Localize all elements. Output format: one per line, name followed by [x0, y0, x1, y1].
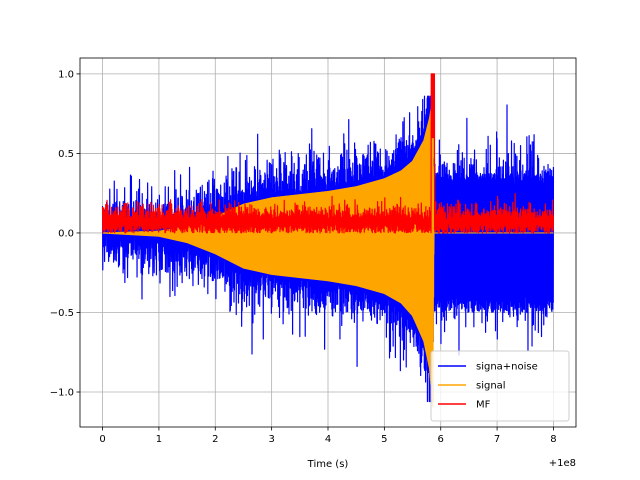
x-axis-label: Time (s): [307, 459, 349, 470]
axis-ticks: 0 1 2 3 4 5 6 7 8 −1.0 −0.5 0.0 0.5 1.0: [50, 69, 557, 445]
legend-label: signal: [476, 381, 506, 392]
y-tick-label: 0.5: [58, 149, 74, 160]
x-tick-label: 6: [438, 434, 444, 445]
legend: signa+noise signal MF: [430, 350, 570, 422]
series-signal: [102, 98, 554, 408]
y-tick-label: 0.0: [58, 228, 74, 239]
y-tick-label: −0.5: [50, 308, 74, 319]
y-tick-label: −1.0: [50, 388, 74, 399]
x-tick-label: 5: [381, 434, 387, 445]
x-tick-label: 2: [212, 434, 218, 445]
x-tick-label: 8: [550, 434, 556, 445]
x-tick-label: 4: [325, 434, 331, 445]
legend-label: signa+noise: [476, 362, 538, 373]
x-tick-label: 7: [494, 434, 500, 445]
legend-label: MF: [476, 400, 491, 411]
series-layer: [101, 73, 555, 408]
series-mf: [101, 73, 555, 234]
x-offset-label: +1e8: [549, 458, 576, 469]
x-tick-label: 0: [99, 434, 105, 445]
x-tick-label: 1: [156, 434, 162, 445]
y-tick-label: 1.0: [58, 69, 74, 80]
x-tick-label: 3: [268, 434, 274, 445]
